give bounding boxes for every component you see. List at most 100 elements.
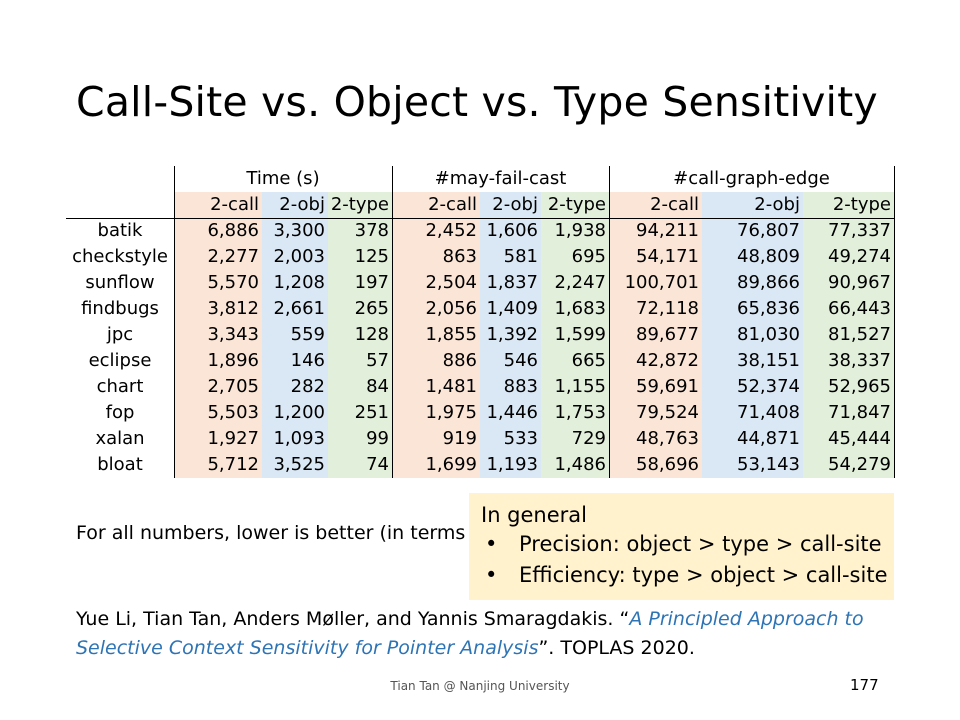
- table-cell: 282: [290, 376, 325, 397]
- reference-tail: ”. TOPLAS 2020.: [538, 637, 695, 659]
- table-cell: 883: [503, 376, 538, 397]
- table-cell: 863: [442, 246, 477, 267]
- column-header: 2-type: [832, 194, 891, 215]
- table-cell: 251: [354, 402, 389, 423]
- table-cell: 100,701: [624, 272, 699, 293]
- table-cell: 54,279: [828, 454, 891, 475]
- column-header: 2-obj: [492, 194, 538, 215]
- table-cell: 3,525: [273, 454, 325, 475]
- table-cell: 2,277: [207, 246, 259, 267]
- column-header: 2-call: [650, 194, 699, 215]
- row-label: fop: [105, 402, 135, 423]
- table-rule: [894, 166, 895, 478]
- table-cell: 45,444: [828, 428, 891, 449]
- table-rule: [174, 166, 175, 478]
- table-cell: 5,503: [207, 402, 259, 423]
- table-cell: 44,871: [737, 428, 800, 449]
- table-cell: 1,093: [273, 428, 325, 449]
- table-cell: 378: [354, 220, 389, 241]
- row-label: chart: [96, 376, 144, 397]
- column-shade-1: [262, 192, 328, 478]
- table-cell: 89,677: [636, 324, 699, 345]
- column-shade-2: [541, 192, 609, 478]
- table-cell: 89,866: [737, 272, 800, 293]
- table-cell: 48,809: [737, 246, 800, 267]
- table-cell: 581: [503, 246, 538, 267]
- table-cell: 5,570: [207, 272, 259, 293]
- table-cell: 52,374: [737, 376, 800, 397]
- column-shade-1: [702, 192, 803, 478]
- table-cell: 2,661: [273, 298, 325, 319]
- table-cell: 94,211: [636, 220, 699, 241]
- row-label: sunflow: [85, 272, 155, 293]
- table-cell: 533: [503, 428, 538, 449]
- table-cell: 2,504: [425, 272, 477, 293]
- table-cell: 1,193: [486, 454, 538, 475]
- table-cell: 1,837: [486, 272, 538, 293]
- table-cell: 729: [571, 428, 606, 449]
- table-cell: 59,691: [636, 376, 699, 397]
- table-cell: 90,967: [828, 272, 891, 293]
- table-cell: 74: [366, 454, 389, 475]
- table-cell: 66,443: [828, 298, 891, 319]
- slide-title: Call-Site vs. Object vs. Type Sensitivit…: [76, 78, 878, 126]
- table-cell: 42,872: [636, 350, 699, 371]
- column-shade-2: [328, 192, 392, 478]
- row-label: eclipse: [88, 350, 152, 371]
- table-cell: 79,524: [636, 402, 699, 423]
- table-cell: 1,446: [486, 402, 538, 423]
- table-cell: 2,247: [554, 272, 606, 293]
- table-cell: 1,896: [207, 350, 259, 371]
- table-cell: 81,527: [828, 324, 891, 345]
- table-cell: 58,696: [636, 454, 699, 475]
- table-cell: 53,143: [737, 454, 800, 475]
- table-cell: 1,392: [486, 324, 538, 345]
- table-cell: 38,337: [828, 350, 891, 371]
- column-header: 2-call: [428, 194, 477, 215]
- table-cell: 76,807: [737, 220, 800, 241]
- reference-authors: Yue Li, Tian Tan, Anders Møller, and Yan…: [76, 608, 630, 630]
- column-header: 2-call: [210, 194, 259, 215]
- table-cell: 54,171: [636, 246, 699, 267]
- group-header: Time (s): [246, 168, 320, 189]
- table-cell: 1,481: [425, 376, 477, 397]
- column-shade-2: [803, 192, 894, 478]
- table-cell: 1,855: [425, 324, 477, 345]
- callout-item-text: Precision: object > type > call-site: [519, 532, 882, 556]
- table-cell: 71,847: [828, 402, 891, 423]
- table-cell: 1,409: [486, 298, 538, 319]
- group-header: #may-fail-cast: [434, 168, 567, 189]
- row-label: findbugs: [81, 298, 159, 319]
- table-cell: 3,343: [207, 324, 259, 345]
- table-cell: 3,300: [273, 220, 325, 241]
- table-cell: 919: [442, 428, 477, 449]
- table-cell: 49,274: [828, 246, 891, 267]
- table-cell: 197: [354, 272, 389, 293]
- column-shade-0: [392, 192, 480, 478]
- column-header: 2-type: [547, 194, 606, 215]
- table-cell: 1,606: [486, 220, 538, 241]
- note-text: For all numbers, lower is better (in ter…: [76, 522, 466, 544]
- column-header: 2-type: [330, 194, 389, 215]
- table-cell: 1,200: [273, 402, 325, 423]
- row-label: jpc: [106, 324, 134, 345]
- row-label: checkstyle: [72, 246, 168, 267]
- table-cell: 2,056: [425, 298, 477, 319]
- callout-item-text: Efficiency: type > object > call-site: [519, 563, 888, 587]
- table-rule: [66, 218, 894, 219]
- table-cell: 1,938: [554, 220, 606, 241]
- footer-text: Tian Tan @ Nanjing University: [390, 679, 570, 693]
- row-label: batik: [97, 220, 143, 241]
- column-header: 2-obj: [279, 194, 325, 215]
- table-cell: 71,408: [737, 402, 800, 423]
- row-label: xalan: [95, 428, 145, 449]
- table-cell: 125: [354, 246, 389, 267]
- table-cell: 1,975: [425, 402, 477, 423]
- table-cell: 3,812: [207, 298, 259, 319]
- table-cell: 1,599: [554, 324, 606, 345]
- table-cell: 546: [503, 350, 538, 371]
- table-cell: 146: [290, 350, 325, 371]
- table-cell: 81,030: [737, 324, 800, 345]
- callout-item-precision: • Precision: object > type > call-site: [481, 529, 882, 560]
- reference-link[interactable]: A Principled Approach to Selective Conte…: [76, 608, 864, 659]
